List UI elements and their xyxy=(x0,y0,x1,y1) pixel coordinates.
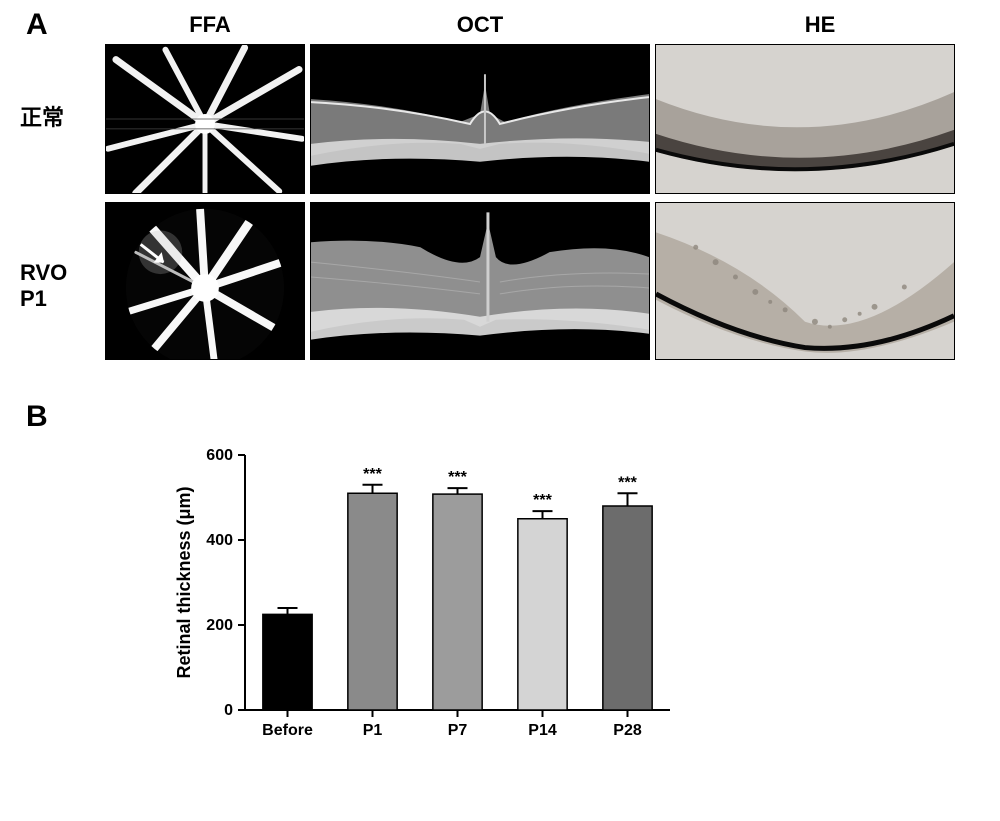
svg-text:P28: P28 xyxy=(613,722,642,739)
col-header-ffa: FFA xyxy=(160,12,260,38)
svg-text:200: 200 xyxy=(206,617,233,634)
bar-chart: 0 200 400 600 Retinal thickness (μm) Before **… xyxy=(165,425,685,775)
svg-text:***: *** xyxy=(363,466,382,483)
svg-text:P7: P7 xyxy=(448,722,468,739)
image-oct-normal xyxy=(310,44,650,194)
col-header-oct: OCT xyxy=(430,12,530,38)
row-label-normal: 正常 xyxy=(20,100,64,132)
col-header-he: HE xyxy=(780,12,860,38)
svg-text:Before: Before xyxy=(262,722,313,739)
svg-text:***: *** xyxy=(618,474,637,491)
row-label-rvo: RVO P1 xyxy=(20,260,67,312)
svg-text:***: *** xyxy=(533,492,552,509)
svg-text:0: 0 xyxy=(224,702,233,719)
svg-text:600: 600 xyxy=(206,447,233,464)
image-he-rvo xyxy=(655,202,955,360)
svg-text:P1: P1 xyxy=(363,722,383,739)
image-oct-rvo xyxy=(310,202,650,360)
svg-text:P14: P14 xyxy=(528,722,557,739)
panel-a-label: A xyxy=(26,8,48,42)
image-ffa-rvo xyxy=(105,202,305,360)
svg-text:***: *** xyxy=(448,469,467,486)
svg-text:400: 400 xyxy=(206,532,233,549)
image-he-normal xyxy=(655,44,955,194)
svg-text:Retinal thickness (μm): Retinal thickness (μm) xyxy=(174,486,194,678)
panel-b-label: B xyxy=(26,400,48,434)
image-ffa-normal xyxy=(105,44,305,194)
